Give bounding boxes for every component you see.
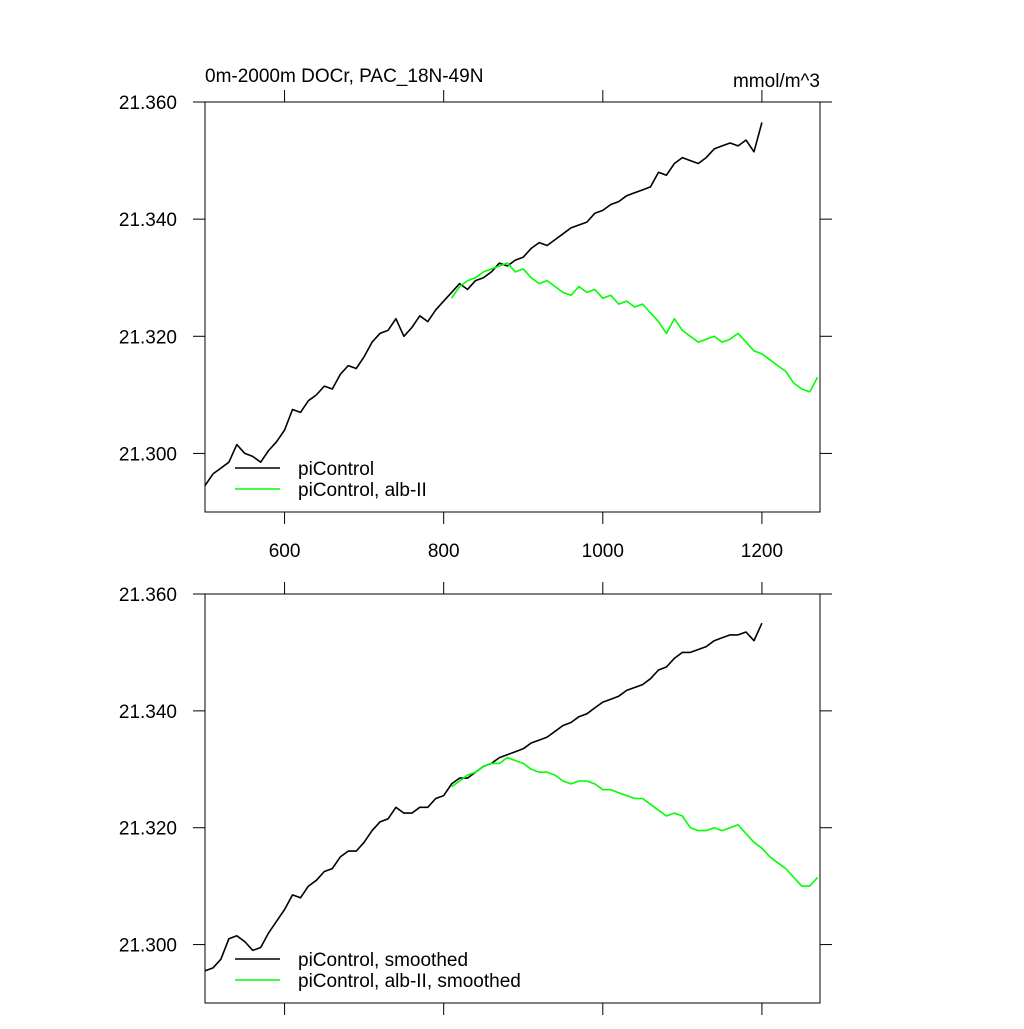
- y-tick-label: 21.300: [119, 444, 177, 465]
- plot-frame: [204, 593, 821, 1004]
- data-line: [451, 756, 819, 887]
- unit-label: mmol/m^3: [733, 71, 820, 92]
- y-tick-label: 21.360: [119, 93, 177, 114]
- data-line: [204, 122, 763, 487]
- y-tick-label: 21.320: [119, 327, 177, 348]
- legend-label: piControl, alb-II: [298, 480, 427, 501]
- y-tick-label: 21.340: [119, 210, 177, 231]
- y-tick-label: 21.300: [119, 936, 177, 957]
- y-tick-label: 21.320: [119, 819, 177, 840]
- x-tick-label: 1000: [582, 541, 624, 562]
- legend-label: piControl: [298, 459, 374, 480]
- y-tick-label: 21.360: [119, 585, 177, 606]
- plot-frame: [204, 101, 821, 513]
- x-tick-label: 600: [269, 541, 301, 562]
- x-tick-label: 1200: [741, 541, 783, 562]
- x-tick-label: 800: [428, 541, 460, 562]
- chart-title: 0m-2000m DOCr, PAC_18N-49N: [205, 66, 483, 87]
- data-line: [204, 622, 763, 972]
- y-tick-label: 21.340: [119, 702, 177, 723]
- legend-label: piControl, alb-II, smoothed: [298, 971, 521, 992]
- data-line: [450, 262, 819, 393]
- legend-label: piControl, smoothed: [298, 950, 468, 971]
